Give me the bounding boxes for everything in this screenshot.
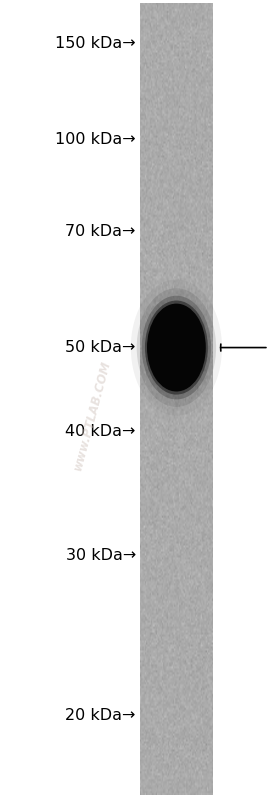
Text: 40 kDa→: 40 kDa→: [66, 424, 136, 439]
Text: www.PTLAB.COM: www.PTLAB.COM: [71, 359, 113, 472]
Ellipse shape: [137, 288, 216, 407]
Ellipse shape: [131, 280, 222, 415]
Ellipse shape: [147, 304, 206, 392]
Text: 50 kDa→: 50 kDa→: [66, 340, 136, 355]
Ellipse shape: [162, 326, 191, 370]
Text: 30 kDa→: 30 kDa→: [66, 548, 136, 562]
Text: 20 kDa→: 20 kDa→: [66, 708, 136, 722]
Ellipse shape: [145, 300, 208, 395]
Bar: [140, 4, 213, 795]
Ellipse shape: [142, 296, 211, 400]
Text: 150 kDa→: 150 kDa→: [55, 37, 136, 51]
Text: 70 kDa→: 70 kDa→: [66, 225, 136, 239]
Text: 100 kDa→: 100 kDa→: [55, 133, 136, 147]
Ellipse shape: [154, 315, 199, 380]
